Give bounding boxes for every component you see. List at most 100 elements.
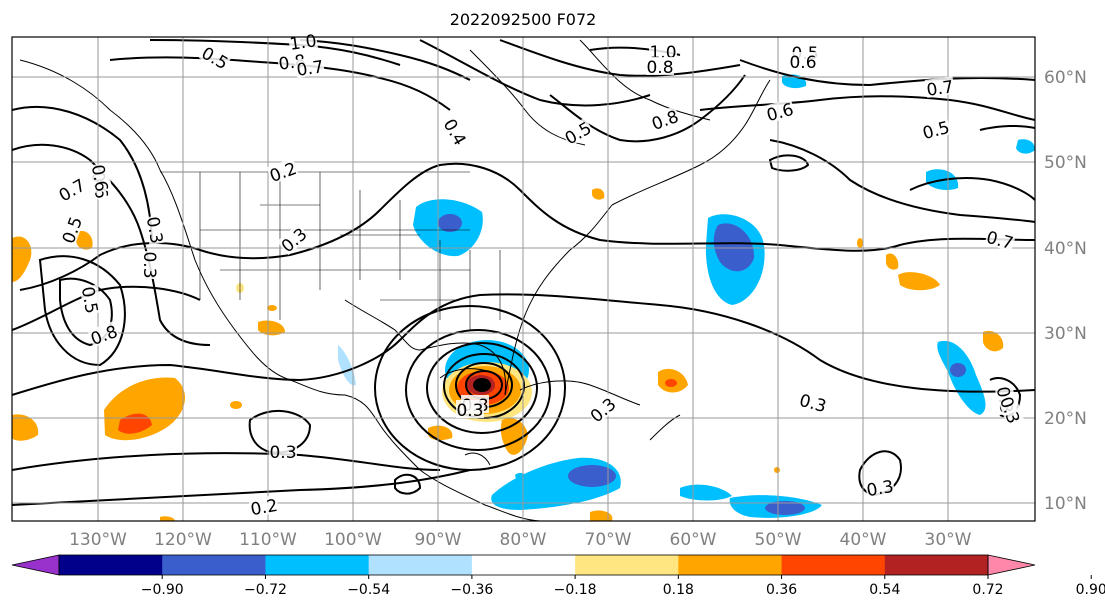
colorbar-tick-label: 0.72 [972,582,1003,598]
colorbar-tick-label: −0.54 [347,582,390,598]
map-frame [11,36,1036,522]
colorbar-segment [471,555,576,575]
colorbar-extend-min [11,554,60,576]
contour-label: 0.5 [77,284,103,315]
contour-label-background [198,42,233,72]
map-title: 2022092500 F072 [450,10,597,29]
contour-label-text: 0.7 [925,77,955,101]
colorbar-extend-max [987,554,1036,576]
colorbar-segment [781,555,886,575]
longitude-label: 120°W [154,530,212,550]
contour-label-background [797,389,830,415]
colorbar-segment [368,555,473,575]
contour-label-text: 0.3 [139,251,159,278]
contour-label-background [560,117,595,147]
contour-label-background [276,223,310,256]
contour-label-background [266,157,299,185]
contour-label-text: 0.3 [456,401,483,421]
colorbar-tick-label: 0.36 [766,582,797,598]
colorbar-tick-label: −0.90 [141,582,184,598]
longitude-label: 40°W [840,530,887,550]
contour-label: 0.3 [139,251,160,279]
contour-label: 0.3 [456,400,484,421]
contour-label: 0.7 [924,76,955,101]
latitude-label: 40°N [1044,239,1087,259]
colorbar-segment [575,555,679,575]
contour-label: 0.3 [269,442,297,463]
contour-label: 0.7 [294,56,325,81]
contour-label: 0.3 [142,214,168,245]
contour-label-background [648,105,681,133]
latitude-label: 60°N [1044,68,1087,88]
contour-label-background [294,56,325,78]
lat-lon-gridlines [12,37,1035,521]
contour-label-text: 0.8 [646,58,673,78]
colorbar-outline [58,554,989,576]
negative-anomaly-patches [338,74,1035,518]
contour-label-text: 0.3 [269,443,296,463]
contour-label: 0.8 [646,57,674,78]
contour-label-background [87,320,120,348]
contour-label-text: 0.6 [87,163,111,193]
contour-label-text: 0.5 [77,285,101,315]
map-panel: 1.00.80.70.51.00.80.50.60.70.50.60.50.80… [11,30,1036,522]
latitude-axis-labels: 60°N 50°N 40°N 30°N 20°N 10°N [1044,68,1087,514]
contour-label-background [763,98,796,124]
colorbar-segment [59,555,163,575]
contour-label-background [441,114,471,149]
latitude-label: 30°N [1044,324,1087,344]
state-borders [160,171,501,330]
longitude-label: 60°W [670,530,717,550]
colorbar-tick-label: 0.18 [663,582,694,598]
colorbar-tick-label: 0.90 [1076,582,1105,598]
longitude-label: 130°W [69,530,127,550]
longitude-label: 50°W [755,530,802,550]
colorbar: −0.90 −0.72 −0.54 −0.36 −0.18 0.18 0.36 0.54 0.7… [11,554,1105,598]
contour-label: 0.6 [87,162,113,193]
contour-label-background [649,42,677,60]
contour-label-background [144,214,168,246]
contour-label-background [984,226,1017,252]
contour-label-text: 0.2 [249,496,279,520]
contour-label-background [248,494,280,518]
contour-label: 0.3 [995,393,1025,426]
colorbar-segment [884,555,989,575]
latitude-label: 20°N [1044,409,1087,429]
latitude-label: 50°N [1044,153,1087,173]
colorbar-segment [265,555,370,575]
contour-label-background [142,251,160,279]
contour-label-background [54,174,89,204]
contour-label: 0.3 [864,475,896,501]
longitude-label: 100°W [324,530,382,550]
longitude-axis-labels: 130°W 120°W 110°W 100°W 90°W 80°W 70°W 60°W 50°W… [69,530,972,550]
colorbar-segment [678,555,783,575]
longitude-label: 30°W [925,530,972,550]
colorbar-tick-label: −0.18 [554,582,597,598]
colorbar-tick-label: −0.36 [450,582,493,598]
contour-label: 0.2 [248,494,280,520]
colorbar-segment [162,555,266,575]
longitude-label: 80°W [500,530,547,550]
contour-label-background [864,475,896,499]
contour-label-background [57,213,85,246]
contour-label-text: 0.3 [142,215,166,245]
longitude-label: 70°W [585,530,632,550]
contour-label-background [79,284,103,316]
longitude-label: 90°W [415,530,462,550]
contour-label: 0.6 [789,52,817,73]
colorbar-tick-label: −0.72 [244,582,287,598]
contour-label-background [997,393,1025,426]
contour-label-background [646,57,674,75]
shaded-anomaly-fields [12,74,1035,521]
contour-label-text: 0.3 [865,477,895,501]
contour-label-background [789,52,817,70]
contour-label: 0.3 [797,389,830,417]
colorbar-tick-label: 0.54 [869,582,900,598]
contour-label-text: 0.6 [789,53,816,73]
contour-label-background [287,30,318,52]
contour-label-background [924,76,955,98]
latitude-label: 10°N [1044,494,1087,514]
contour-label-background [585,393,619,426]
contour-label-background [89,162,113,194]
